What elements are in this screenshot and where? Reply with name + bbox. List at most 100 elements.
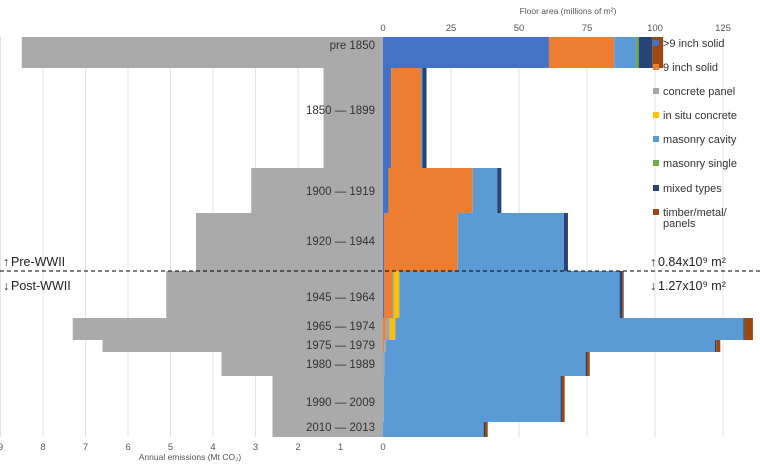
pre-wwii-total-annotation: ↑ 0.84x10⁹ m² bbox=[650, 255, 726, 269]
floor-area-segment-9-inch-solid-1945-1964 bbox=[384, 271, 393, 318]
floor-area-segment-concrete-panel-1990-2009 bbox=[383, 376, 384, 422]
floor-area-segment-concrete-panel-1975-1979 bbox=[384, 340, 386, 352]
period-label-1920-1944: 1920 — 1944 bbox=[306, 236, 376, 248]
legend-swatch-masonry-single bbox=[653, 160, 659, 166]
right-tick-label: 75 bbox=[582, 23, 593, 34]
legend-label-9-inch-solid: 9 inch solid bbox=[663, 62, 718, 74]
legend-label-timber-metal-panels: timber/metal/panels bbox=[663, 207, 728, 230]
legend-swatch-mixed-types bbox=[653, 185, 659, 191]
floor-area-segment-in-situ-concrete-1945-1964 bbox=[393, 271, 400, 318]
floor-area-segment-masonry-cavity-1975-1979 bbox=[385, 340, 715, 352]
floor-area-segment-masonry-cavity-1945-1964 bbox=[399, 271, 620, 318]
floor-area-segment-mixed-types-1975-1979 bbox=[714, 340, 717, 352]
post-wwii-total: 1.27x10⁹ m² bbox=[658, 279, 726, 293]
legend-swatch-concrete-panel bbox=[653, 88, 659, 94]
left-axis-title: Annual emissions (Mt CO₂) bbox=[139, 452, 242, 462]
floor-area-segment-masonry-cavity-2010-2013 bbox=[383, 422, 484, 437]
left-axis-ticks: 9 8 7 6 5 4 3 2 1 0 bbox=[0, 442, 386, 453]
floor-area-segment-masonry-single-pre-1850 bbox=[635, 37, 639, 68]
right-tick-label: 0 bbox=[380, 23, 385, 34]
period-label-1990-2009: 1990 — 2009 bbox=[306, 397, 375, 409]
floor-area-segment-mixed-types-1850-1899 bbox=[422, 68, 427, 168]
floor-area-segment-masonry-cavity-1990-2009 bbox=[383, 376, 561, 422]
emissions-bar-1980-1989 bbox=[221, 352, 383, 376]
legend-label-9-inch-solid: >9 inch solid bbox=[663, 38, 724, 50]
post-wwii-total-arrow: ↓ bbox=[650, 279, 656, 293]
floor-area-segment-timber-metal-panels-1980-1989 bbox=[587, 352, 590, 376]
emissions-bar-1945-1964 bbox=[166, 271, 383, 318]
pre-wwii-total-arrow: ↑ bbox=[650, 255, 656, 269]
floor-area-segment-masonry-cavity-1900-1919 bbox=[472, 168, 498, 213]
floor-area-segment-mixed-types-1965-1974 bbox=[743, 318, 745, 340]
left-tick-label: 1 bbox=[338, 442, 343, 453]
emissions-bars bbox=[21, 37, 383, 437]
floor-area-segment-9-inch-solid-pre-1850 bbox=[383, 37, 549, 68]
floor-area-segment-9-inch-solid-1975-1979 bbox=[383, 340, 385, 352]
left-tick-label: 2 bbox=[295, 442, 300, 453]
pre-wwii-annotation: ↑ Pre-WWII bbox=[3, 255, 65, 269]
floor-area-segment-masonry-cavity-1920-1944 bbox=[457, 213, 564, 271]
right-tick-label: 50 bbox=[514, 23, 525, 34]
post-wwii-annotation: ↓ Post-WWII bbox=[3, 279, 71, 293]
left-tick-label: 0 bbox=[380, 442, 385, 453]
floor-area-segment-timber-metal-panels-1975-1979 bbox=[716, 340, 721, 352]
legend-swatch-9-inch-solid bbox=[653, 40, 659, 46]
floor-area-segment-9-inch-solid-1900-1919 bbox=[388, 168, 473, 213]
floor-area-segment-mixed-types-1900-1919 bbox=[497, 168, 502, 213]
floor-area-segment-mixed-types-1990-2009 bbox=[560, 376, 562, 422]
floor-area-segment-mixed-types-2010-2013 bbox=[483, 422, 485, 437]
floor-area-segment-masonry-cavity-1850-1899 bbox=[421, 68, 423, 168]
emissions-bar-2010-2013 bbox=[272, 422, 383, 437]
floor-area-bars bbox=[383, 37, 753, 437]
legend-swatch-timber-metal-panels bbox=[653, 209, 659, 215]
floor-area-segment-concrete-panel-1980-1989 bbox=[383, 352, 385, 376]
floor-area-segment-masonry-cavity-1980-1989 bbox=[384, 352, 586, 376]
emissions-bar-pre-1850 bbox=[21, 37, 383, 68]
floor-area-segment-9-inch-solid-1945-1964 bbox=[383, 271, 385, 318]
right-tick-label: 25 bbox=[446, 23, 457, 34]
post-wwii-label: Post-WWII bbox=[11, 279, 71, 293]
period-label-1900-1919: 1900 — 1919 bbox=[306, 186, 375, 198]
floor-area-segment-concrete-panel-1965-1974 bbox=[385, 318, 390, 340]
left-tick-label: 8 bbox=[40, 442, 45, 453]
floor-area-segment-masonry-cavity-pre-1850 bbox=[614, 37, 636, 68]
right-axis-title: Floor area (millions of m²) bbox=[520, 6, 617, 16]
floor-area-segment-mixed-types-1920-1944 bbox=[563, 213, 568, 271]
post-wwii-total-annotation: ↓ 1.27x10⁹ m² bbox=[650, 279, 726, 293]
left-tick-label: 5 bbox=[168, 442, 173, 453]
period-label-2010-2013: 2010 — 2013 bbox=[306, 422, 375, 434]
legend-swatch-masonry-cavity bbox=[653, 136, 659, 142]
emissions-bar-1990-2009 bbox=[272, 376, 383, 422]
emissions-bar-1975-1979 bbox=[102, 340, 383, 352]
floor-area-segment-masonry-cavity-1965-1974 bbox=[395, 318, 744, 340]
floor-area-segment-concrete-panel-1945-1964 bbox=[392, 271, 394, 318]
floor-area-segment-timber-metal-panels-1945-1964 bbox=[622, 271, 624, 318]
legend-label-in-situ-concrete: in situ concrete bbox=[663, 110, 737, 122]
emissions-bar-1850-1899 bbox=[323, 68, 383, 168]
pre-wwii-label: Pre-WWII bbox=[11, 255, 65, 269]
period-label-1945-1964: 1945 — 1964 bbox=[306, 292, 376, 304]
post-wwii-arrow: ↓ bbox=[3, 279, 9, 293]
floor-area-segment-timber-metal-panels-1965-1974 bbox=[744, 318, 753, 340]
legend-swatch-in-situ-concrete bbox=[653, 112, 659, 118]
period-label-1980-1989: 1980 — 1989 bbox=[306, 359, 375, 371]
period-label-1850-1899: 1850 — 1899 bbox=[306, 105, 375, 117]
right-tick-label: 125 bbox=[715, 23, 731, 34]
floor-area-segment-mixed-types-1980-1989 bbox=[585, 352, 587, 376]
legend-swatch-9-inch-solid bbox=[653, 64, 659, 70]
pre-wwii-arrow: ↑ bbox=[3, 255, 9, 269]
floor-area-segment-9-inch-solid-1850-1899 bbox=[383, 68, 392, 168]
left-tick-label: 6 bbox=[125, 442, 130, 453]
period-label-pre-1850: pre 1850 bbox=[330, 40, 375, 52]
left-tick-label: 3 bbox=[253, 442, 258, 453]
left-tick-label: 7 bbox=[83, 442, 88, 453]
floor-area-segment-9-inch-solid-1850-1899 bbox=[391, 68, 422, 168]
floor-area-segment-timber-metal-panels-1990-2009 bbox=[561, 376, 565, 422]
floor-area-segment-timber-metal-panels-2010-2013 bbox=[485, 422, 488, 437]
legend-label-masonry-single: masonry single bbox=[663, 158, 737, 170]
right-axis-ticks: 0 25 50 75 100 125 bbox=[380, 23, 731, 34]
floor-area-segment-mixed-types-pre-1850 bbox=[638, 37, 653, 68]
period-label-1965-1974: 1965 — 1974 bbox=[306, 321, 376, 333]
legend-label-mixed-types: mixed types bbox=[663, 183, 722, 195]
